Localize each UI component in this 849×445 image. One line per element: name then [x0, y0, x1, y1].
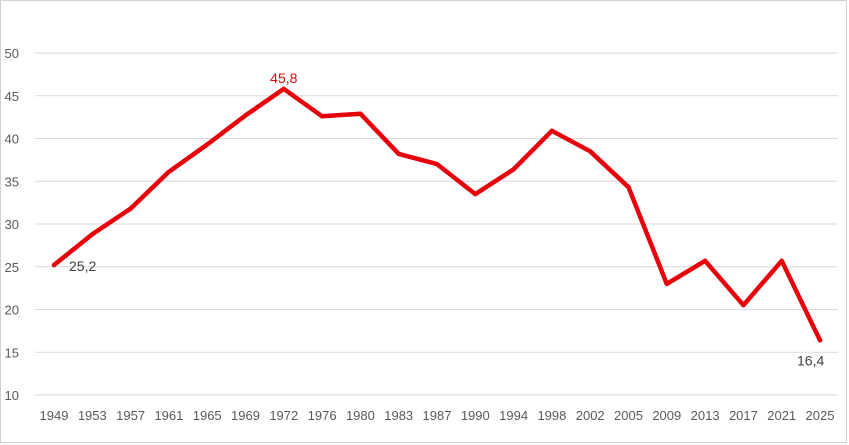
data-point: [779, 258, 784, 263]
data-point: [243, 113, 248, 118]
data-label: 25,2: [69, 258, 96, 274]
x-tick-label: 1990: [461, 408, 490, 423]
x-tick-label: 1957: [116, 408, 145, 423]
data-point: [817, 338, 823, 343]
y-tick-label: 25: [5, 260, 19, 275]
data-label: 45,8: [270, 70, 297, 86]
y-axis-ticks: 10 15 20 25 30 35 40 45 50: [5, 46, 19, 403]
x-tick-label: 1987: [423, 408, 452, 423]
y-tick-label: 45: [5, 89, 19, 104]
data-point: [549, 128, 555, 134]
x-tick-label: 1965: [193, 408, 222, 423]
series-layer: [51, 86, 823, 343]
data-point: [51, 262, 57, 268]
data-point: [281, 86, 286, 92]
y-tick-label: 15: [5, 345, 19, 360]
y-tick-label: 30: [5, 217, 19, 232]
x-tick-label: 1969: [231, 408, 260, 423]
data-point: [319, 114, 325, 119]
x-tick-label: 1983: [384, 408, 413, 423]
x-tick-label: 2017: [729, 408, 758, 423]
x-tick-label: 1980: [346, 408, 375, 423]
gridlines: [35, 52, 838, 396]
x-tick-label: 1998: [537, 408, 566, 423]
y-tick-label: 20: [5, 303, 19, 318]
y-tick-label: 35: [5, 174, 19, 189]
data-point: [511, 167, 516, 172]
data-point: [90, 232, 95, 237]
data-label: 16,4: [797, 352, 824, 368]
x-tick-label: 1949: [40, 408, 69, 423]
data-point: [741, 303, 746, 308]
x-tick-label: 2021: [767, 408, 796, 423]
x-tick-label: 2013: [691, 408, 720, 423]
data-point: [396, 151, 401, 157]
x-tick-label: 1976: [308, 408, 337, 423]
data-point: [588, 149, 593, 154]
data-point: [626, 185, 631, 190]
x-tick-label: 2002: [576, 408, 605, 423]
data-point: [205, 142, 210, 147]
x-tick-label: 1994: [499, 408, 528, 423]
x-tick-label: 2005: [614, 408, 643, 423]
data-labels: 25,2 45,8 16,4: [69, 70, 824, 368]
x-tick-label: 1961: [154, 408, 183, 423]
x-tick-label: 2025: [806, 408, 835, 423]
y-tick-label: 10: [5, 388, 19, 403]
data-point: [128, 206, 133, 211]
data-point: [664, 281, 669, 287]
data-point: [166, 169, 172, 175]
x-tick-label: 2009: [652, 408, 681, 423]
x-tick-label: 1953: [78, 408, 107, 423]
x-axis-ticks: 1949 1953 1957 1961 1965 1969 1972 1976 1980 1983…: [40, 408, 835, 423]
data-point: [473, 191, 478, 197]
data-point: [434, 161, 440, 167]
x-tick-label: 1972: [269, 408, 298, 423]
data-point: [702, 258, 708, 263]
y-tick-label: 40: [5, 132, 19, 147]
y-tick-label: 50: [5, 46, 19, 61]
data-point: [358, 111, 363, 116]
series-line: [51, 86, 823, 343]
